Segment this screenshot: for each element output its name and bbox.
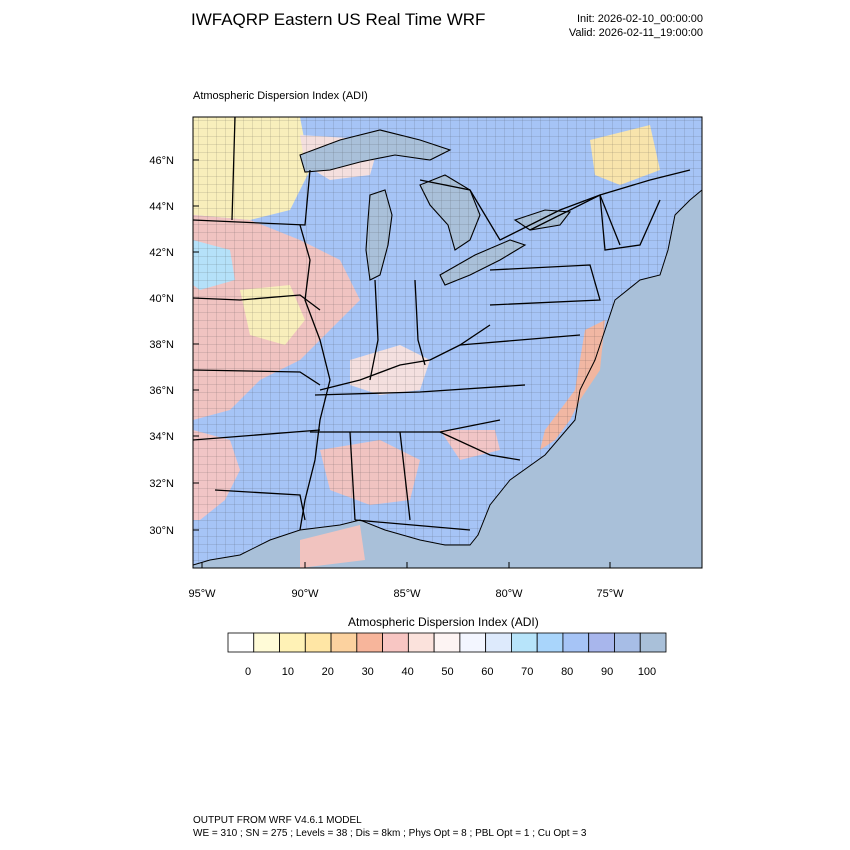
colorbar-label: 100 <box>638 666 656 678</box>
colorbar-swatch <box>459 632 487 653</box>
colorbar-title: Atmospheric Dispersion Index (ADI) <box>348 615 539 629</box>
colorbar-swatch <box>356 632 383 653</box>
chart-title: IWFAQRP Eastern US Real Time WRF <box>191 10 486 29</box>
border-georgia <box>399 431 411 521</box>
map-subtitle: Atmospheric Dispersion Index (ADI) <box>193 90 368 102</box>
border-missouri <box>193 369 321 386</box>
colorbar-label: 80 <box>561 666 573 678</box>
lat-label: 34°N <box>149 431 174 443</box>
border-ohio-river <box>319 324 491 391</box>
border-florida <box>354 519 471 531</box>
lat-label: 38°N <box>149 339 174 351</box>
border-virginia <box>459 334 581 346</box>
border-illinois-indiana <box>369 279 379 381</box>
border-carolinas <box>439 431 521 461</box>
colorbar-label: 20 <box>322 666 334 678</box>
colorbar-label: 90 <box>601 666 613 678</box>
border-tennessee <box>314 384 526 396</box>
border-indiana-ohio <box>414 279 426 366</box>
lon-label: 80°W <box>495 588 523 600</box>
border-arkansas <box>193 429 321 441</box>
border-minnesota <box>193 169 311 226</box>
colorbar-swatch <box>433 632 461 653</box>
adi-patch-pink-gulf <box>300 525 365 568</box>
colorbar-label: 40 <box>401 666 413 678</box>
lat-label: 40°N <box>149 293 174 305</box>
colorbar-swatch <box>536 632 564 653</box>
colorbar-label: 0 <box>245 666 251 678</box>
state-borders <box>193 117 691 531</box>
colorbar-swatch <box>614 632 641 653</box>
border-alabama <box>349 431 356 521</box>
colorbar-swatch <box>253 632 280 653</box>
lon-label: 90°W <box>291 588 319 600</box>
border-pennsylvania <box>489 264 601 306</box>
coastline <box>193 189 702 566</box>
colorbar-label: 60 <box>481 666 493 678</box>
colorbar-swatch <box>562 632 590 653</box>
lon-label: 85°W <box>393 588 421 600</box>
map-frame <box>192 116 703 569</box>
lat-label: 46°N <box>149 155 174 167</box>
init-time: Init: 2026-02-10_00:00:00 <box>577 13 703 25</box>
lat-label: 36°N <box>149 385 174 397</box>
border-louisiana <box>214 489 306 521</box>
colorbar-label: 70 <box>521 666 533 678</box>
border-dakotas <box>231 117 236 221</box>
colorbar-label: 10 <box>282 666 294 678</box>
valid-time: Valid: 2026-02-11_19:00:00 <box>568 27 703 39</box>
colorbar-swatch <box>588 632 615 653</box>
county-lines <box>193 117 702 565</box>
footer-model-line: OUTPUT FROM WRF V4.6.1 MODEL <box>193 815 362 826</box>
colorbar: 0 10 20 30 40 50 60 70 80 90 100 <box>227 632 667 678</box>
map-plot-area <box>193 117 702 568</box>
lat-label: 32°N <box>149 478 174 490</box>
longitude-axis: 95°W 90°W 85°W 80°W 75°W <box>188 562 624 600</box>
colorbar-swatch <box>304 632 332 653</box>
lat-label: 30°N <box>149 525 174 537</box>
colorbar-swatch <box>407 632 435 653</box>
border-mississippi-river <box>299 224 331 531</box>
colorbar-swatch <box>382 632 409 653</box>
border-new-england <box>599 194 661 251</box>
lat-label: 42°N <box>149 247 174 259</box>
colorbar-swatch <box>639 632 667 653</box>
latitude-axis: 46°N 44°N 42°N 40°N 38°N 36°N 34°N 32°N 30°N <box>149 155 199 537</box>
border-iowa <box>193 294 321 311</box>
colorbar-swatch <box>279 632 306 653</box>
colorbar-swatch <box>227 632 255 653</box>
lon-label: 95°W <box>188 588 216 600</box>
colorbar-label: 30 <box>362 666 374 678</box>
lon-label: 75°W <box>596 588 624 600</box>
colorbar-swatch <box>485 632 512 653</box>
colorbar-swatch <box>330 632 358 653</box>
colorbar-label: 50 <box>441 666 453 678</box>
colorbar-swatch <box>511 632 538 653</box>
footer-config-line: WE = 310 ; SN = 275 ; Levels = 38 ; Dis … <box>193 828 587 839</box>
lat-label: 44°N <box>149 201 174 213</box>
border-canada-us <box>419 169 691 241</box>
